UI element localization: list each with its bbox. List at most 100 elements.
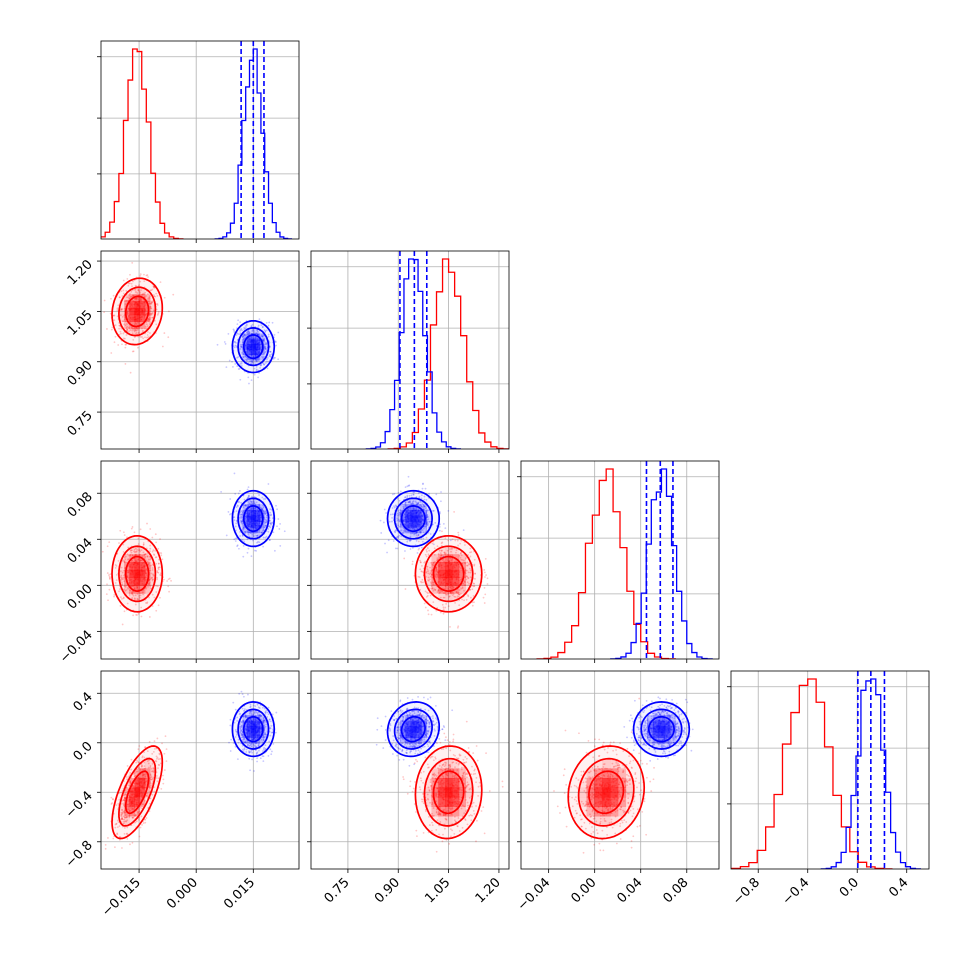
- y-tick-label: 1.20: [65, 257, 96, 288]
- y-tick-label: 1.05: [65, 308, 96, 339]
- contour-level-1: [118, 757, 157, 827]
- contour-level-1: [118, 545, 157, 603]
- panel-frame: [310, 250, 510, 450]
- y-ticks: [307, 266, 311, 385]
- x-tick-label: 0.015: [221, 875, 258, 912]
- x-ticks: 0.75 0.90 1.05 1.20: [322, 869, 504, 906]
- x-tick-label: 0.0: [837, 875, 862, 900]
- x-tick-label: 0.00: [568, 875, 599, 906]
- histogram-series-0: [387, 258, 509, 449]
- x-tick-label: −0.4: [780, 875, 813, 908]
- contour-level-0: [242, 334, 264, 360]
- panel-1-1: [307, 250, 510, 453]
- contour-level-1: [237, 497, 270, 540]
- y-ticks: −0.04 0.00 0.04 0.08: [57, 489, 101, 666]
- y-ticks: −0.8 −0.4 0.0 0.4: [63, 689, 101, 871]
- contour-level-2: [386, 489, 441, 548]
- x-tick-label: −0.8: [730, 875, 763, 908]
- y-tick-label: −0.8: [63, 838, 96, 871]
- x-tick-label: 0.4: [886, 875, 911, 900]
- contour-level-1: [640, 708, 683, 750]
- x-tick-label: 0.90: [372, 875, 403, 906]
- contour-level-1: [237, 708, 270, 750]
- y-ticks: [517, 476, 521, 595]
- grid: [101, 461, 299, 659]
- contour-level-0: [432, 770, 465, 815]
- panel-frame: [310, 460, 510, 660]
- contour-level-0: [400, 715, 426, 743]
- x-ticks: [138, 239, 254, 243]
- panel-3-1: 0.75 0.90 1.05 1.20: [307, 670, 510, 906]
- grid: [521, 461, 719, 659]
- y-ticks: [307, 692, 311, 843]
- contour-level-0: [242, 505, 264, 533]
- contour-level-2: [567, 745, 646, 840]
- histogram-series-0: [101, 48, 184, 239]
- y-tick-label: −0.4: [63, 788, 96, 821]
- panel-frame: [520, 460, 720, 660]
- panels-layer: 0.75 0.90 1.05 1.20 −0.04 0.00 0.04 0.08 −0.015 0…: [57, 40, 930, 920]
- contour-level-0: [242, 715, 264, 743]
- contour-level-2: [414, 745, 483, 840]
- contour-level-2: [632, 701, 691, 758]
- panel-3-0: −0.015 0.000 0.015 −0.8 −0.4 0.0 0.4: [63, 670, 300, 920]
- x-tick-label: 0.75: [322, 875, 353, 906]
- panel-2-0: −0.04 0.00 0.04 0.08: [57, 460, 300, 666]
- contour-level-1: [393, 497, 433, 540]
- contour-level-2: [111, 277, 164, 346]
- y-ticks: [517, 692, 521, 843]
- y-tick-label: 0.0: [71, 739, 96, 764]
- histogram-series-0: [536, 468, 676, 659]
- grid: [311, 251, 509, 449]
- x-tick-label: 1.20: [473, 875, 504, 906]
- y-tick-label: 0.4: [71, 689, 96, 714]
- y-ticks: [307, 492, 311, 632]
- x-ticks: [347, 659, 500, 663]
- contour-level-2: [111, 745, 164, 840]
- panel-frame: [100, 460, 300, 660]
- contour-level-2: [231, 489, 276, 548]
- contour-level-0: [432, 555, 465, 592]
- contour-level-1: [118, 286, 157, 337]
- contour-level-1: [393, 708, 433, 750]
- x-tick-label: 0.000: [164, 875, 201, 912]
- contour-level-2: [111, 534, 164, 613]
- panel-frame: [100, 250, 300, 450]
- y-ticks: [97, 56, 101, 175]
- contour-level-0: [400, 505, 426, 533]
- panel-frame: [730, 670, 930, 870]
- density-series-0: [578, 758, 634, 827]
- contour-level-1: [423, 757, 474, 827]
- panel-3-2: −0.04 0.00 0.04 0.08: [515, 670, 720, 914]
- x-ticks: [138, 659, 254, 663]
- panel-frame: [100, 670, 300, 870]
- contour-level-1: [423, 545, 474, 603]
- histogram-series-1: [214, 48, 293, 239]
- y-tick-label: 0.00: [65, 582, 96, 613]
- contour-level-0: [124, 555, 150, 592]
- grid: [731, 671, 929, 869]
- contour-level-0: [124, 770, 150, 815]
- panel-1-0: 0.75 0.90 1.05 1.20: [65, 250, 300, 453]
- panel-0-0: [97, 40, 300, 243]
- x-ticks: −0.04 0.00 0.04 0.08: [515, 869, 692, 914]
- y-ticks: [727, 686, 731, 805]
- x-ticks: [548, 659, 688, 663]
- x-tick-label: −0.015: [99, 875, 144, 920]
- contour-level-2: [386, 701, 441, 758]
- contour-level-0: [588, 770, 625, 815]
- contour-level-1: [577, 757, 635, 827]
- grid: [101, 671, 299, 869]
- x-ticks: −0.015 0.000 0.015: [99, 869, 258, 920]
- panel-2-2: [517, 460, 720, 663]
- contour-level-0: [124, 295, 150, 328]
- grid: [311, 671, 509, 869]
- x-tick-label: 1.05: [422, 875, 453, 906]
- x-ticks: −0.8 −0.4 0.0 0.4: [730, 869, 912, 908]
- y-tick-label: 0.75: [65, 408, 96, 439]
- x-ticks: [347, 449, 500, 453]
- contour-level-0: [647, 715, 675, 743]
- contour-level-2: [231, 319, 276, 374]
- y-ticks: 0.75 0.90 1.05 1.20: [65, 257, 101, 439]
